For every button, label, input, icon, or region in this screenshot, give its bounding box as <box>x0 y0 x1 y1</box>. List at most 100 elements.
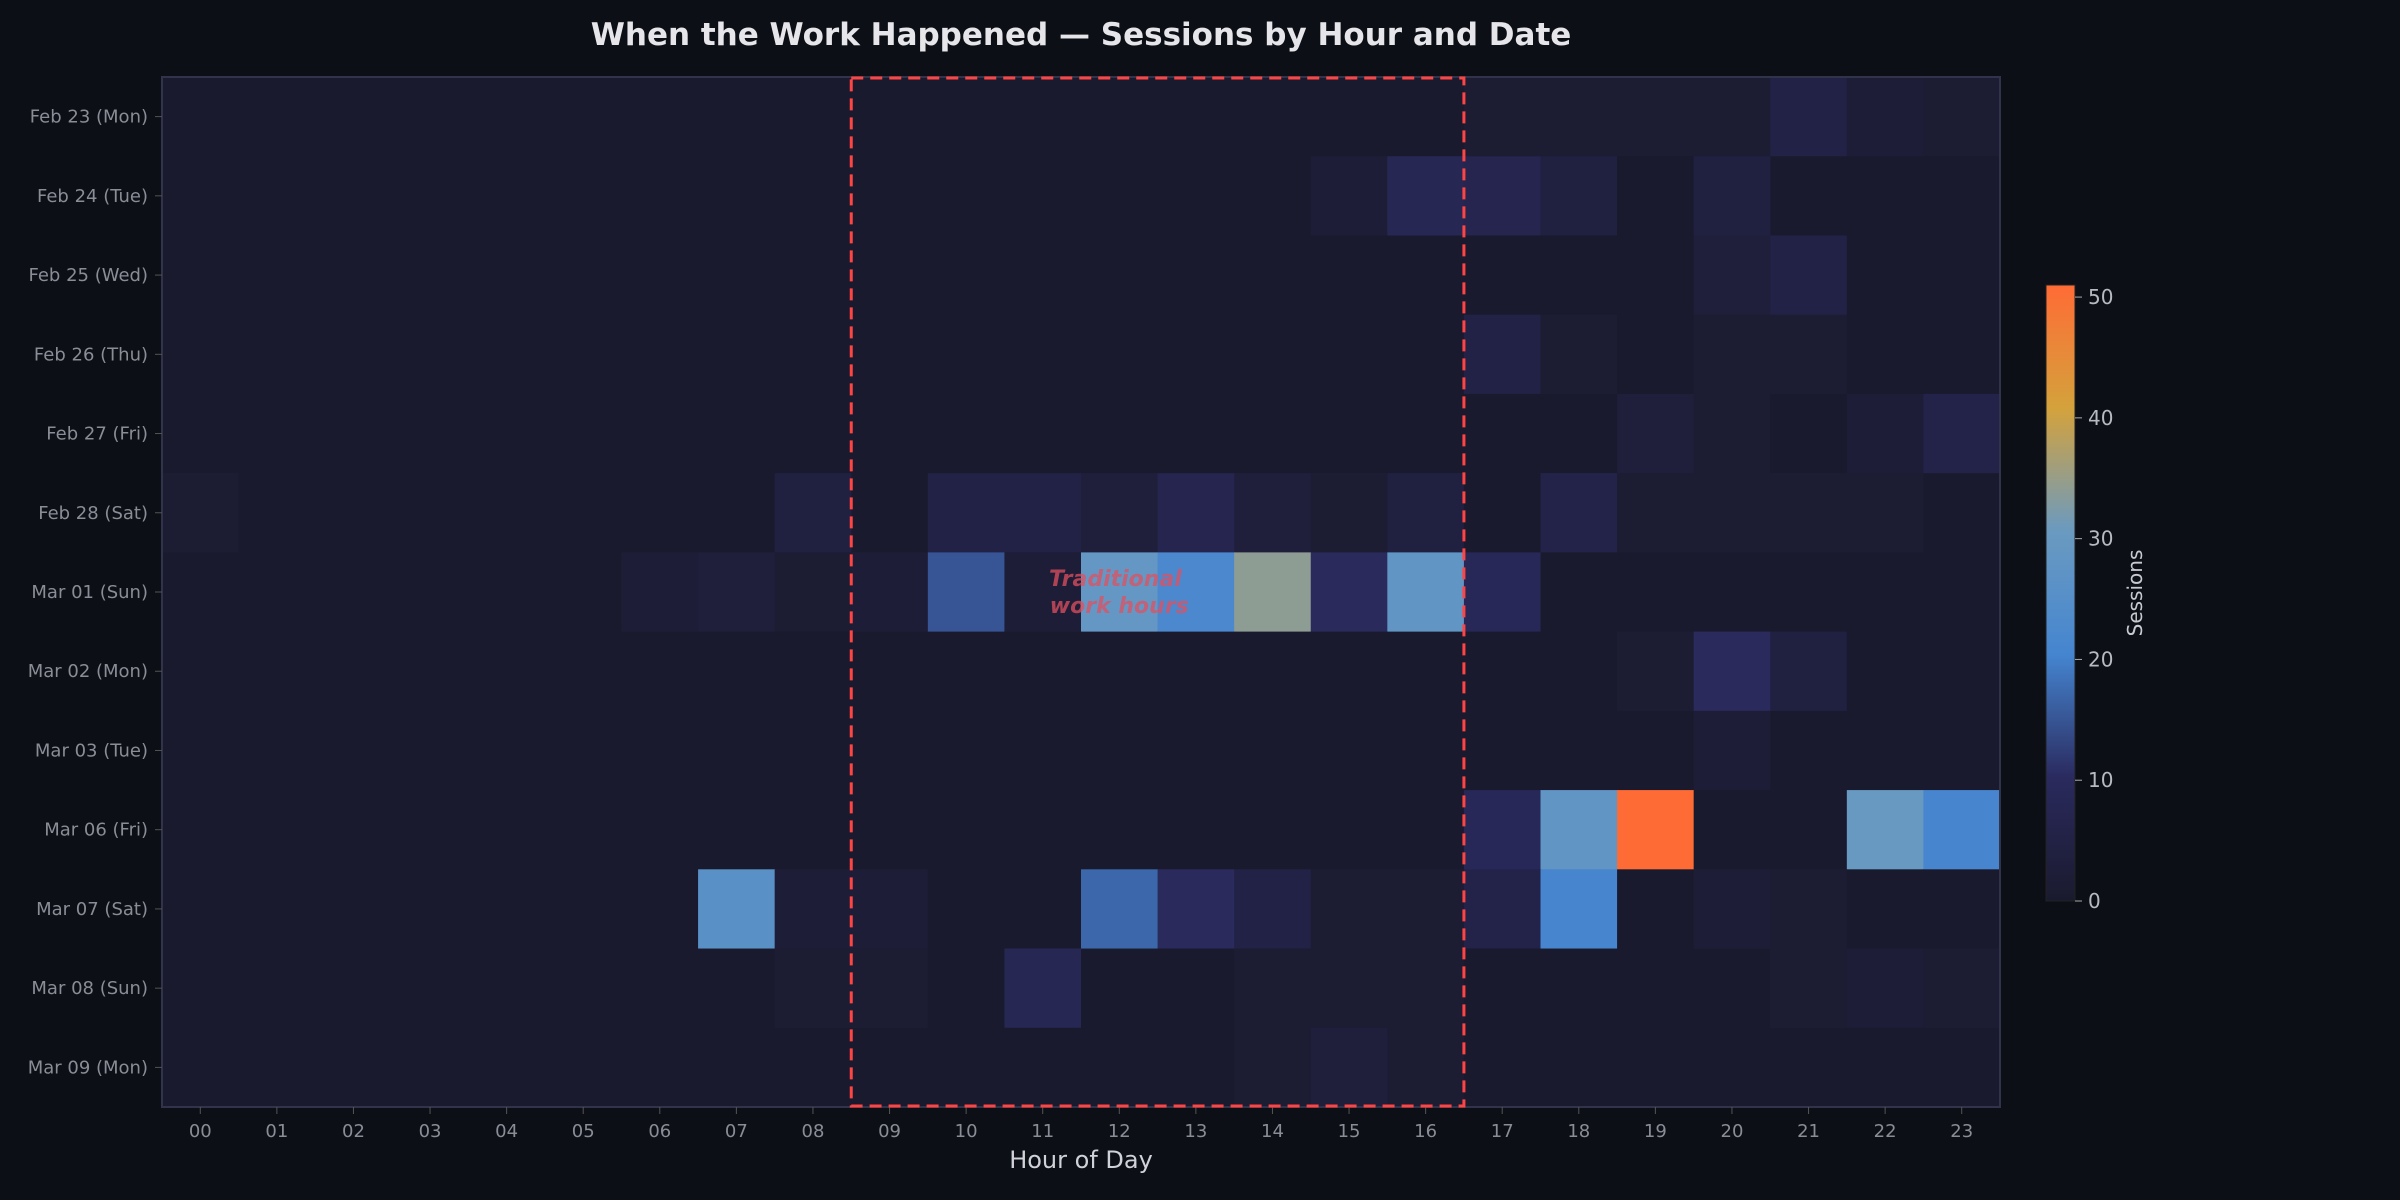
heatmap-cell <box>1157 948 1235 1029</box>
heatmap-cell <box>774 473 852 553</box>
heatmap-cell <box>315 235 393 316</box>
heatmap-cell <box>1540 156 1618 236</box>
heatmap-cell <box>1463 473 1541 553</box>
heatmap-cell <box>927 552 1005 633</box>
heatmap-cell <box>774 235 852 316</box>
heatmap-cell <box>1693 77 1771 157</box>
heatmap-cell <box>1004 631 1082 712</box>
heatmap-cell <box>1693 631 1771 712</box>
heatmap-cell <box>851 631 929 712</box>
y-axis: Feb 23 (Mon) Feb 24 (Tue) Feb 25 (Wed) Feb … <box>28 107 162 1078</box>
colorbar-tick-label: 10 <box>2088 768 2113 792</box>
heatmap-cell <box>698 473 776 553</box>
heatmap-cell <box>1463 710 1541 791</box>
heatmap-cell <box>1234 473 1312 553</box>
heatmap-cell <box>1846 473 1924 553</box>
heatmap-cell <box>1463 1027 1541 1108</box>
heatmap-cell <box>1846 393 1924 474</box>
y-tick-label: Feb 25 (Wed) <box>28 265 148 286</box>
heatmap-cell <box>1617 1027 1695 1108</box>
heatmap-cell <box>1157 631 1235 712</box>
heatmap-cell <box>1157 869 1235 950</box>
heatmap-cell <box>698 314 776 395</box>
heatmap-cell <box>162 948 240 1029</box>
x-tick-label: 14 <box>1261 1121 1284 1142</box>
heatmap-cell <box>698 77 776 157</box>
heatmap-cell <box>851 314 929 395</box>
heatmap-cell <box>927 314 1005 395</box>
heatmap-cell <box>1693 156 1771 236</box>
heatmap-cell <box>1310 77 1388 157</box>
x-tick-label: 08 <box>802 1121 825 1142</box>
x-tick-label: 22 <box>1874 1121 1897 1142</box>
heatmap-cell <box>1310 710 1388 791</box>
x-tick-label: 17 <box>1491 1121 1514 1142</box>
heatmap-cell <box>1463 552 1541 633</box>
heatmap-cell <box>1693 1027 1771 1108</box>
heatmap-cell <box>1693 314 1771 395</box>
heatmap-cell <box>1387 393 1465 474</box>
heatmap-cell <box>927 869 1005 950</box>
heatmap-cell <box>1693 235 1771 316</box>
heatmap-cell <box>315 710 393 791</box>
heatmap-cell <box>698 552 776 633</box>
heatmap-cell <box>315 77 393 157</box>
heatmap-cell <box>315 869 393 950</box>
heatmap-cell <box>468 790 546 870</box>
heatmap-cell <box>1234 156 1312 236</box>
heatmap-cell <box>391 948 469 1029</box>
heatmap-cell <box>927 393 1005 474</box>
heatmap-cell <box>1617 948 1695 1029</box>
heatmap-cell <box>1540 393 1618 474</box>
heatmap-cell <box>1004 869 1082 950</box>
heatmap-cell <box>774 710 852 791</box>
heatmap-cell <box>162 710 240 791</box>
heatmap-cell <box>698 790 776 870</box>
heatmap-cell <box>238 710 316 791</box>
heatmap-cell <box>238 393 316 474</box>
heatmap-cell <box>927 631 1005 712</box>
y-tick-label: Feb 24 (Tue) <box>37 186 148 207</box>
heatmap-cell <box>238 790 316 870</box>
heatmap-cell <box>1923 314 2001 395</box>
x-tick-label: 05 <box>572 1121 595 1142</box>
heatmap-cell <box>1387 948 1465 1029</box>
heatmap-cell <box>927 77 1005 157</box>
heatmap-cell <box>544 1027 622 1108</box>
heatmap-cell <box>1234 393 1312 474</box>
heatmap-cell <box>1310 473 1388 553</box>
heatmap-cell <box>1234 710 1312 791</box>
heatmap-cell <box>851 552 929 633</box>
heatmap-cell <box>468 235 546 316</box>
colorbar-tick-label: 50 <box>2088 285 2113 309</box>
heatmap-cell <box>927 235 1005 316</box>
heatmap-cell <box>1617 552 1695 633</box>
heatmap-cell <box>468 631 546 712</box>
heatmap-cell <box>162 393 240 474</box>
heatmap-cell <box>162 869 240 950</box>
heatmap-cell <box>774 552 852 633</box>
y-tick-label: Mar 08 (Sun) <box>31 978 148 999</box>
heatmap-cell <box>1081 869 1159 950</box>
x-tick-label: 04 <box>495 1121 518 1142</box>
heatmap-cell <box>851 393 929 474</box>
heatmap-cell <box>1770 790 1848 870</box>
heatmap-cell <box>1310 393 1388 474</box>
heatmap-cell <box>391 710 469 791</box>
heatmap-cell <box>1463 235 1541 316</box>
heatmap-cell <box>851 948 929 1029</box>
x-tick-label: 09 <box>878 1121 901 1142</box>
heatmap-cell <box>238 948 316 1029</box>
heatmap-cell <box>468 710 546 791</box>
heatmap-cell <box>238 235 316 316</box>
heatmap-cell <box>1846 156 1924 236</box>
heatmap-cell <box>1234 869 1312 950</box>
heatmap-cell <box>238 631 316 712</box>
heatmap-cell <box>1004 235 1082 316</box>
colorbar <box>2045 284 2076 902</box>
heatmap-cell <box>544 790 622 870</box>
heatmap-cell <box>621 948 699 1029</box>
heatmap-cell <box>621 314 699 395</box>
heatmap-cell <box>1617 473 1695 553</box>
heatmap-cell <box>391 552 469 633</box>
